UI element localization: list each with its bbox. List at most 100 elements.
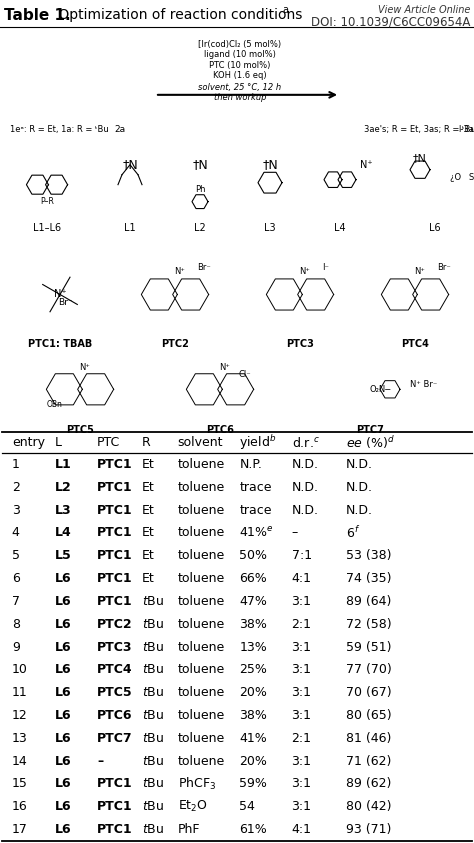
Text: 2:1: 2:1: [292, 732, 311, 744]
Text: entry: entry: [12, 437, 45, 449]
Text: L6: L6: [55, 663, 71, 676]
Text: $\mathit{ee}$ (%)$^d$: $\mathit{ee}$ (%)$^d$: [346, 434, 395, 451]
Text: 9: 9: [12, 641, 20, 653]
Text: 15: 15: [12, 777, 27, 791]
Text: yield$^b$: yield$^b$: [239, 433, 277, 452]
Text: toluene: toluene: [178, 618, 225, 631]
Text: 3:1: 3:1: [292, 663, 311, 676]
Text: PTC1: PTC1: [97, 823, 133, 836]
Text: –: –: [292, 527, 298, 540]
Text: 89 (62): 89 (62): [346, 777, 392, 791]
Text: 61%: 61%: [239, 823, 267, 836]
Text: 10: 10: [12, 663, 27, 676]
Text: 2: 2: [12, 481, 20, 494]
Text: L6: L6: [55, 709, 71, 722]
Text: toluene: toluene: [178, 754, 225, 768]
Text: PTC1: PTC1: [97, 572, 133, 585]
Text: 2a: 2a: [114, 125, 126, 134]
Text: N⁺: N⁺: [300, 267, 310, 276]
Text: $t$Bu: $t$Bu: [142, 709, 164, 722]
Text: PTC3: PTC3: [97, 641, 133, 653]
Text: Et$_2$O: Et$_2$O: [178, 799, 208, 814]
Text: $t$Bu: $t$Bu: [142, 777, 164, 791]
Text: toluene: toluene: [178, 709, 225, 722]
Text: 20%: 20%: [239, 686, 267, 699]
Text: N.D.: N.D.: [346, 458, 373, 471]
Text: L6: L6: [55, 618, 71, 631]
Text: 4:1: 4:1: [292, 572, 311, 585]
Text: 72 (58): 72 (58): [346, 618, 392, 631]
Text: N⁺: N⁺: [174, 267, 185, 276]
Text: 6$^f$: 6$^f$: [346, 525, 360, 541]
Text: toluene: toluene: [178, 458, 225, 471]
Text: 38%: 38%: [239, 618, 267, 631]
Text: 4: 4: [12, 527, 20, 540]
Text: PTC7: PTC7: [97, 732, 133, 744]
Text: toluene: toluene: [178, 595, 225, 608]
Text: N.P.: N.P.: [239, 458, 262, 471]
Text: toluene: toluene: [178, 527, 225, 540]
Text: $t$Bu: $t$Bu: [142, 595, 164, 608]
Text: 70 (67): 70 (67): [346, 686, 392, 699]
Text: L2: L2: [55, 481, 71, 494]
Text: PTC1: TBAB: PTC1: TBAB: [28, 340, 92, 349]
Text: Br⁻: Br⁻: [197, 263, 211, 272]
Text: N.D.: N.D.: [292, 481, 319, 494]
Text: P–R: P–R: [40, 196, 54, 206]
Text: toluene: toluene: [178, 663, 225, 676]
Text: $t$Bu: $t$Bu: [142, 686, 164, 699]
Text: L: L: [55, 437, 62, 449]
Text: 3:1: 3:1: [292, 686, 311, 699]
Text: 3:1: 3:1: [292, 709, 311, 722]
Text: 25%: 25%: [239, 663, 267, 676]
Text: †N: †N: [192, 158, 208, 171]
Text: L6: L6: [55, 800, 71, 813]
Text: toluene: toluene: [178, 686, 225, 699]
Text: 20%: 20%: [239, 754, 267, 768]
Text: Et: Et: [142, 458, 155, 471]
Text: Et: Et: [142, 481, 155, 494]
Text: trace: trace: [239, 503, 272, 517]
Text: toluene: toluene: [178, 481, 225, 494]
Text: 80 (65): 80 (65): [346, 709, 392, 722]
Text: 17: 17: [12, 823, 27, 836]
Text: –: –: [97, 754, 103, 768]
Text: a: a: [282, 5, 288, 15]
Text: 3:1: 3:1: [292, 641, 311, 653]
Text: PTC5: PTC5: [66, 425, 94, 435]
Text: toluene: toluene: [178, 503, 225, 517]
Text: View Article Online: View Article Online: [378, 5, 470, 15]
Text: †N: †N: [262, 158, 278, 171]
Text: L6: L6: [55, 777, 71, 791]
Text: $t$Bu: $t$Bu: [142, 732, 164, 744]
Text: Cl⁻: Cl⁻: [239, 370, 251, 379]
Text: L6: L6: [55, 754, 71, 768]
Text: L5: L5: [55, 550, 71, 562]
Text: Ph: Ph: [195, 185, 205, 194]
Text: [Ir(cod)Cl₂ (5 mol%)
ligand (10 mol%)
PTC (10 mol%)
KOH (1.6 eq): [Ir(cod)Cl₂ (5 mol%) ligand (10 mol%) PT…: [199, 40, 282, 80]
Text: PTC1: PTC1: [97, 595, 133, 608]
Text: 11: 11: [12, 686, 27, 699]
Text: trace: trace: [239, 481, 272, 494]
Text: †N: †N: [413, 153, 427, 163]
Text: $t$Bu: $t$Bu: [142, 663, 164, 676]
Text: 13%: 13%: [239, 641, 267, 653]
Text: 59%: 59%: [239, 777, 267, 791]
Text: PTC4: PTC4: [401, 340, 429, 349]
Text: N.D.: N.D.: [346, 481, 373, 494]
Text: L6: L6: [429, 223, 441, 233]
Text: N⁺: N⁺: [415, 267, 426, 276]
Text: L4: L4: [334, 223, 346, 233]
Text: Et: Et: [142, 550, 155, 562]
Text: 59 (51): 59 (51): [346, 641, 392, 653]
Text: $t$Bu: $t$Bu: [142, 618, 164, 631]
Text: 54: 54: [239, 800, 255, 813]
Text: 66%: 66%: [239, 572, 267, 585]
Text: PhCF$_3$: PhCF$_3$: [178, 776, 216, 792]
Text: L3: L3: [264, 223, 276, 233]
Text: 6: 6: [12, 572, 20, 585]
Text: PTC2: PTC2: [161, 340, 189, 349]
Text: L2: L2: [194, 223, 206, 233]
Text: $t$Bu: $t$Bu: [142, 800, 164, 813]
Text: PTC: PTC: [97, 437, 120, 449]
